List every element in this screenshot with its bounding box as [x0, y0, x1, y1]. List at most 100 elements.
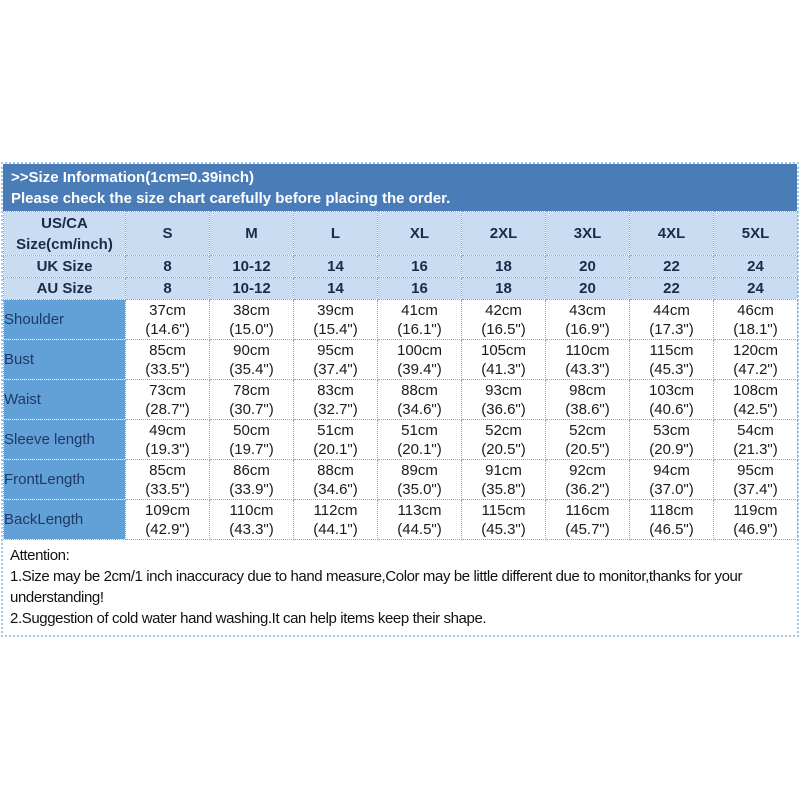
- measurement-cell: 50cm (19.7"): [209, 419, 294, 460]
- size-value-cell: 10-12: [209, 255, 294, 278]
- attention-note-1: 1.Size may be 2cm/1 inch inaccuracy due …: [10, 568, 743, 606]
- measurement-label: Bust: [3, 339, 126, 380]
- measurement-cell: 109cm (42.9"): [125, 499, 210, 540]
- size-value-cell: 22: [629, 277, 714, 300]
- size-value-cell: 14: [293, 277, 378, 300]
- size-column-header: XL: [377, 211, 462, 256]
- measurement-label: Waist: [3, 379, 126, 420]
- attention-section: Attention: 1.Size may be 2cm/1 inch inac…: [3, 540, 797, 635]
- measurement-row: Bust 85cm (33.5") 90cm (35.4") 95cm (37.4")…: [3, 339, 798, 380]
- measurement-label: Shoulder: [3, 299, 126, 340]
- measurement-cell: 88cm (34.6"): [377, 379, 462, 420]
- attention-heading: Attention:: [10, 547, 70, 564]
- size-chart: >>Size Information(1cm=0.39inch) Please …: [1, 162, 799, 637]
- measurement-cell: 54cm (21.3"): [713, 419, 798, 460]
- measurement-cell: 93cm (36.6"): [461, 379, 546, 420]
- banner-title: >>Size Information(1cm=0.39inch): [11, 169, 254, 186]
- measurement-cell: 85cm (33.5"): [125, 339, 210, 380]
- measurement-cell: 105cm (41.3"): [461, 339, 546, 380]
- measurement-cell: 85cm (33.5"): [125, 459, 210, 500]
- measurement-cell: 108cm (42.5"): [713, 379, 798, 420]
- measurement-cell: 92cm (36.2"): [545, 459, 630, 500]
- measurement-cell: 95cm (37.4"): [713, 459, 798, 500]
- size-table: US/CA Size(cm/inch) S M L XL 2XL 3XL 4XL 5XL UK S…: [3, 211, 798, 540]
- measurement-cell: 73cm (28.7"): [125, 379, 210, 420]
- measurement-cell: 78cm (30.7"): [209, 379, 294, 420]
- size-value-cell: 8: [125, 277, 210, 300]
- measurement-cell: 83cm (32.7"): [293, 379, 378, 420]
- size-value-cell: 10-12: [209, 277, 294, 300]
- measurement-cell: 44cm (17.3"): [629, 299, 714, 340]
- measurement-cell: 41cm (16.1"): [377, 299, 462, 340]
- measurement-cell: 52cm (20.5"): [545, 419, 630, 460]
- measurement-cell: 89cm (35.0"): [377, 459, 462, 500]
- measurement-row: BackLength 109cm (42.9") 110cm (43.3") 112c…: [3, 499, 798, 540]
- measurement-cell: 112cm (44.1"): [293, 499, 378, 540]
- measurement-row: Sleeve length 49cm (19.3") 50cm (19.7") 51c…: [3, 419, 798, 460]
- size-value-cell: 8: [125, 255, 210, 278]
- measurement-cell: 39cm (15.4"): [293, 299, 378, 340]
- size-system-header: US/CA Size(cm/inch): [3, 211, 126, 256]
- measurement-cell: 115cm (45.3"): [461, 499, 546, 540]
- size-column-header: 4XL: [629, 211, 714, 256]
- measurement-cell: 91cm (35.8"): [461, 459, 546, 500]
- attention-note-2: 2.Suggestion of cold water hand washing.…: [10, 610, 487, 627]
- measurement-cell: 46cm (18.1"): [713, 299, 798, 340]
- measurement-cell: 37cm (14.6"): [125, 299, 210, 340]
- size-value-cell: 16: [377, 255, 462, 278]
- measurement-label: Sleeve length: [3, 419, 126, 460]
- measurement-cell: 110cm (43.3"): [545, 339, 630, 380]
- size-row: AU Size 8 10-12 14 16 18 20 22 24: [3, 277, 798, 300]
- size-column-header: 5XL: [713, 211, 798, 256]
- size-value-cell: 18: [461, 255, 546, 278]
- size-row-label: AU Size: [3, 277, 126, 300]
- measurement-cell: 119cm (46.9"): [713, 499, 798, 540]
- size-column-header: M: [209, 211, 294, 256]
- measurement-cell: 51cm (20.1"): [377, 419, 462, 460]
- measurement-cell: 100cm (39.4"): [377, 339, 462, 380]
- measurement-cell: 88cm (34.6"): [293, 459, 378, 500]
- size-row: UK Size 8 10-12 14 16 18 20 22 24: [3, 255, 798, 278]
- measurement-cell: 103cm (40.6"): [629, 379, 714, 420]
- measurement-cell: 116cm (45.7"): [545, 499, 630, 540]
- size-column-header: 3XL: [545, 211, 630, 256]
- size-value-cell: 20: [545, 255, 630, 278]
- banner-subtitle: Please check the size chart carefully be…: [11, 190, 451, 207]
- measurement-row: Waist 73cm (28.7") 78cm (30.7") 83cm (32.7"…: [3, 379, 798, 420]
- measurement-cell: 110cm (43.3"): [209, 499, 294, 540]
- measurement-cell: 43cm (16.9"): [545, 299, 630, 340]
- measurement-cell: 53cm (20.9"): [629, 419, 714, 460]
- measurement-cell: 94cm (37.0"): [629, 459, 714, 500]
- measurement-cell: 42cm (16.5"): [461, 299, 546, 340]
- measurement-cell: 118cm (46.5"): [629, 499, 714, 540]
- measurement-cell: 95cm (37.4"): [293, 339, 378, 380]
- measurement-cell: 52cm (20.5"): [461, 419, 546, 460]
- size-column-header: 2XL: [461, 211, 546, 256]
- size-value-cell: 18: [461, 277, 546, 300]
- measurement-cell: 90cm (35.4"): [209, 339, 294, 380]
- size-column-header: S: [125, 211, 210, 256]
- size-value-cell: 20: [545, 277, 630, 300]
- size-column-header: L: [293, 211, 378, 256]
- size-value-cell: 14: [293, 255, 378, 278]
- measurement-cell: 49cm (19.3"): [125, 419, 210, 460]
- measurement-row: Shoulder 37cm (14.6") 38cm (15.0") 39cm (15…: [3, 299, 798, 340]
- measurement-row: FrontLength 85cm (33.5") 86cm (33.9") 88cm …: [3, 459, 798, 500]
- size-value-cell: 24: [713, 277, 798, 300]
- size-value-cell: 24: [713, 255, 798, 278]
- size-header-row: US/CA Size(cm/inch) S M L XL 2XL 3XL 4XL 5XL: [3, 211, 798, 256]
- measurement-label: FrontLength: [3, 459, 126, 500]
- size-row-label: UK Size: [3, 255, 126, 278]
- measurement-cell: 51cm (20.1"): [293, 419, 378, 460]
- banner: >>Size Information(1cm=0.39inch) Please …: [3, 164, 797, 211]
- measurement-cell: 113cm (44.5"): [377, 499, 462, 540]
- measurement-cell: 120cm (47.2"): [713, 339, 798, 380]
- measurement-label: BackLength: [3, 499, 126, 540]
- measurement-cell: 115cm (45.3"): [629, 339, 714, 380]
- measurement-cell: 38cm (15.0"): [209, 299, 294, 340]
- measurement-cell: 98cm (38.6"): [545, 379, 630, 420]
- size-value-cell: 22: [629, 255, 714, 278]
- measurement-cell: 86cm (33.9"): [209, 459, 294, 500]
- size-value-cell: 16: [377, 277, 462, 300]
